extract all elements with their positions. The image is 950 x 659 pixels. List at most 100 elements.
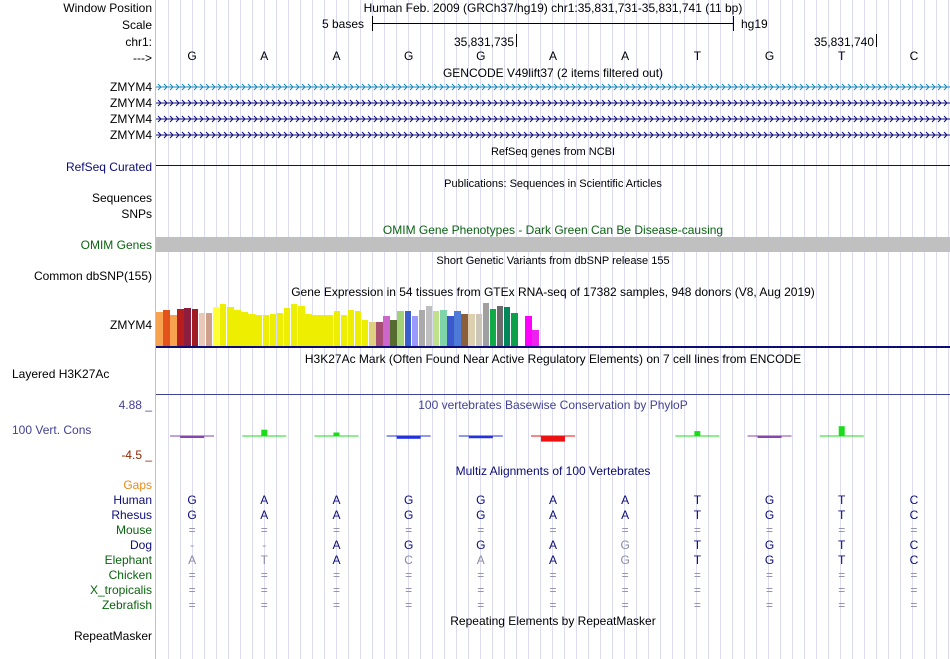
conservation-track-label[interactable]: 100 Vert. Cons — [12, 423, 92, 437]
species-label[interactable]: Dog — [129, 538, 152, 552]
gtex-tissue-bar[interactable] — [170, 315, 177, 346]
grid-line — [660, 0, 661, 659]
conservation-mark[interactable] — [242, 429, 287, 437]
h3k27ac-track-label[interactable]: Layered H3K27Ac — [12, 367, 110, 381]
gtex-tissue-bar[interactable] — [383, 316, 390, 346]
gtex-tissue-bar[interactable] — [191, 309, 198, 346]
gtex-tissue-bar[interactable] — [234, 310, 241, 346]
omim-track-label[interactable]: OMIM Genes — [80, 238, 152, 252]
gencode-transcript[interactable] — [156, 83, 950, 91]
gencode-item-label[interactable]: ZMYM4 — [110, 112, 152, 126]
gtex-tissue-bar[interactable] — [447, 316, 454, 346]
gtex-tissue-bar[interactable] — [397, 311, 404, 346]
gtex-tissue-bar[interactable] — [326, 315, 333, 346]
gencode-transcript[interactable] — [156, 115, 950, 123]
gtex-tissue-bar[interactable] — [205, 313, 213, 346]
gtex-tissue-bar[interactable] — [319, 315, 326, 346]
gtex-tissue-bar[interactable] — [425, 306, 433, 346]
gtex-tissue-bar[interactable] — [269, 314, 277, 346]
gtex-tissue-bar[interactable] — [241, 312, 248, 346]
gencode-track[interactable] — [156, 80, 950, 144]
conservation-mark[interactable] — [458, 435, 503, 439]
gtex-tissue-bar[interactable] — [525, 316, 532, 346]
gtex-tissue-bar[interactable] — [340, 315, 348, 346]
grid-line — [936, 0, 937, 659]
gtex-tissue-bar[interactable] — [312, 315, 319, 346]
gtex-tissue-bar[interactable] — [227, 307, 234, 346]
conservation-mark[interactable] — [170, 435, 215, 438]
dbsnp-track-label[interactable]: Common dbSNP(155) — [33, 269, 152, 283]
species-label[interactable]: Mouse — [115, 523, 152, 537]
species-label[interactable]: Zebrafish — [101, 598, 152, 612]
gtex-tissue-bar[interactable] — [475, 314, 482, 346]
refseq-track-label[interactable]: RefSeq Curated — [65, 160, 152, 174]
gtex-tissue-bar[interactable] — [361, 320, 369, 346]
alignment-base: = — [405, 583, 413, 597]
gtex-tissue-bar[interactable] — [354, 311, 362, 346]
conservation-mark[interactable] — [386, 435, 431, 439]
gtex-tissue-bar[interactable] — [333, 311, 340, 346]
gtex-bar-chart[interactable] — [156, 300, 950, 346]
species-label[interactable]: Rhesus — [111, 508, 152, 522]
gtex-tissue-bar[interactable] — [511, 313, 518, 346]
gencode-transcript[interactable] — [156, 99, 950, 107]
gtex-tissue-bar[interactable] — [376, 322, 383, 346]
gtex-tissue-bar[interactable] — [532, 330, 539, 346]
conservation-mark[interactable] — [747, 435, 792, 438]
gtex-tissue-bar[interactable] — [404, 311, 411, 346]
gtex-tissue-bar[interactable] — [262, 315, 269, 346]
gtex-tissue-bar[interactable] — [489, 309, 497, 346]
gtex-tissue-bar[interactable] — [290, 304, 298, 346]
gtex-tissue-bar[interactable] — [156, 312, 163, 346]
gtex-tissue-bar[interactable] — [461, 314, 468, 346]
gtex-track-label[interactable]: ZMYM4 — [110, 318, 152, 332]
gtex-tissue-bar[interactable] — [198, 313, 206, 346]
snps-track-label[interactable]: SNPs — [121, 207, 152, 221]
publications-track-label[interactable]: Sequences — [91, 191, 152, 205]
track-image[interactable]: Human Feb. 2009 (GRCh37/hg19) chr1:35,83… — [156, 0, 950, 659]
gtex-tissue-bar[interactable] — [496, 306, 504, 346]
conservation-mark[interactable] — [819, 426, 864, 437]
omim-gene-bar[interactable] — [156, 237, 950, 252]
gtex-tissue-bar[interactable] — [518, 319, 525, 346]
alignment-base: = — [477, 583, 485, 597]
gtex-tissue-bar[interactable] — [432, 311, 440, 346]
gtex-tissue-bar[interactable] — [276, 313, 284, 346]
gtex-tissue-bar[interactable] — [390, 320, 397, 346]
window-position-label: Window Position — [63, 1, 152, 15]
conservation-track[interactable] — [156, 412, 950, 458]
gtex-tissue-bar[interactable] — [184, 308, 191, 346]
alignment-base: T — [838, 508, 846, 522]
alignment-base: G — [476, 538, 486, 552]
species-label[interactable]: X_tropicalis — [89, 583, 152, 597]
gtex-tissue-bar[interactable] — [482, 303, 490, 346]
gtex-tissue-bar[interactable] — [411, 316, 419, 346]
gtex-tissue-bar[interactable] — [454, 311, 461, 346]
gtex-tissue-bar[interactable] — [177, 309, 184, 346]
gtex-tissue-bar[interactable] — [369, 322, 376, 346]
gtex-tissue-bar[interactable] — [248, 314, 255, 346]
gtex-tissue-bar[interactable] — [347, 310, 355, 346]
gtex-tissue-bar[interactable] — [255, 315, 262, 346]
gtex-tissue-bar[interactable] — [298, 306, 305, 346]
gencode-transcript[interactable] — [156, 131, 950, 139]
gtex-tissue-bar[interactable] — [212, 307, 220, 346]
gtex-tissue-bar[interactable] — [163, 310, 170, 346]
conservation-mark[interactable] — [675, 431, 720, 437]
species-label[interactable]: Elephant — [104, 553, 152, 567]
species-label[interactable]: Human — [113, 493, 152, 507]
gencode-item-label[interactable]: ZMYM4 — [110, 128, 152, 142]
gtex-tissue-bar[interactable] — [418, 310, 426, 346]
gencode-item-label[interactable]: ZMYM4 — [110, 80, 152, 94]
gtex-tissue-bar[interactable] — [219, 304, 227, 346]
gtex-tissue-bar[interactable] — [503, 307, 511, 346]
gtex-tissue-bar[interactable] — [283, 308, 291, 346]
gencode-item-label[interactable]: ZMYM4 — [110, 96, 152, 110]
conservation-mark[interactable] — [531, 435, 575, 442]
gtex-tissue-bar[interactable] — [468, 314, 475, 346]
conservation-mark[interactable] — [314, 432, 359, 437]
repeatmasker-track-label[interactable]: RepeatMasker — [73, 629, 152, 643]
species-label[interactable]: Chicken — [108, 568, 152, 582]
gtex-tissue-bar[interactable] — [305, 314, 312, 346]
gtex-tissue-bar[interactable] — [440, 310, 447, 346]
